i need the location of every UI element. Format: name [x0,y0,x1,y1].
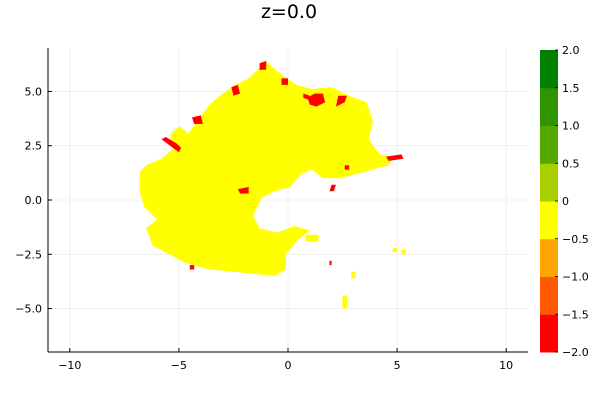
y-tick-label: −5.0 [15,303,42,316]
heatmap-region [192,115,203,124]
colorbar-tick-label: 1.5 [562,82,580,95]
x-tick-label: −5 [171,359,187,372]
colorbar: 2.0 1.5 1.0 0.5 0 −0.5 −1.0 −1.5 −2.0 [540,44,589,359]
heatmap-region [351,271,356,279]
heatmap-region [342,295,347,309]
x-tick-label: 10 [499,359,513,372]
colorbar-band [540,87,558,126]
y-tick-label: 2.5 [25,140,43,153]
y-tick-label: −2.5 [15,248,42,261]
colorbar-band [540,50,558,89]
y-axis-ticks: 5.0 2.5 0.0 −2.5 −5.0 [15,85,52,316]
heatmap-region [139,61,395,276]
colorbar-band [540,201,558,240]
x-tick-label: 5 [394,359,401,372]
colorbar-tick-label: −0.5 [562,233,589,246]
x-axis-ticks: −10 −5 0 5 10 [58,348,513,372]
heatmap-region [170,126,197,161]
colorbar-tick-label: 1.0 [562,120,580,133]
heatmap-region [392,247,398,253]
heatmap-region [329,260,332,266]
y-tick-label: 5.0 [25,85,43,98]
colorbar-tick-label: 0 [562,195,569,208]
heatmap-region [336,95,347,107]
colorbar-tick-label: −1.5 [562,308,589,321]
heatmap-region [401,249,406,255]
heatmap-region [237,187,249,194]
heatmap-region [259,61,267,70]
heatmap-region [305,234,319,242]
heatmap-region [307,93,326,107]
x-tick-label: 0 [285,359,292,372]
y-tick-label: 0.0 [25,194,43,207]
heatmap-region [329,184,336,192]
heatmap-region [344,165,350,170]
heatmap-region [161,137,182,153]
x-tick-label: −10 [58,359,81,372]
colorbar-band [540,125,558,164]
heatmap-region [189,265,195,270]
colorbar-band [540,314,558,353]
heatmap-cells [139,61,406,309]
colorbar-tick-label: −2.0 [562,346,589,359]
colorbar-tick-label: −1.0 [562,271,589,284]
heatmap-region [231,84,240,96]
colorbar-tick-label: 2.0 [562,44,580,57]
chart-title: z=0.0 [261,1,317,23]
heatmap-region [386,154,404,161]
colorbar-band [540,238,558,277]
colorbar-tick-label: 0.5 [562,157,580,170]
colorbar-band [540,276,558,315]
colorbar-band [540,163,558,202]
heatmap-region [281,78,288,85]
